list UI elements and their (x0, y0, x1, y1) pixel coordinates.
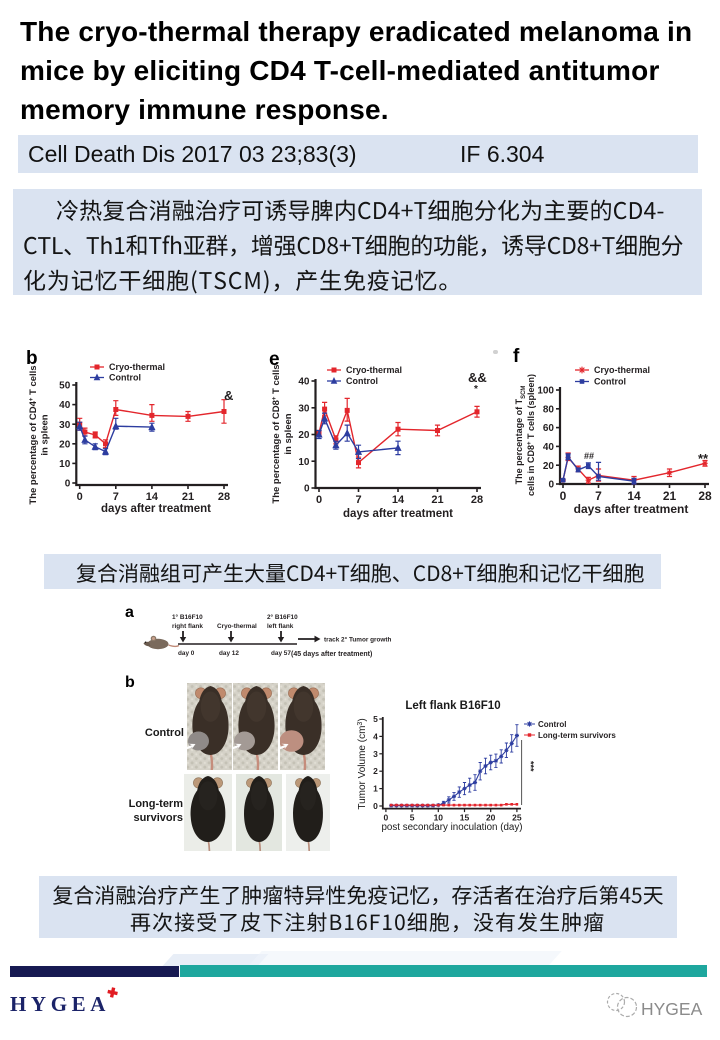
svg-text:day 0: day 0 (178, 650, 195, 657)
svg-text:days after treatment: days after treatment (101, 503, 211, 515)
svg-text:post secondary inoculation (da: post secondary inoculation (day) (381, 822, 522, 833)
svg-text:14: 14 (627, 489, 641, 503)
svg-text:7: 7 (595, 489, 602, 503)
svg-text:Cryo-thermal: Cryo-thermal (217, 623, 257, 630)
svg-text:0: 0 (65, 479, 71, 490)
svg-text:80: 80 (543, 404, 555, 415)
svg-text:100: 100 (537, 386, 554, 397)
svg-text:Long-term survivors: Long-term survivors (538, 731, 616, 740)
svg-text:10: 10 (434, 813, 444, 823)
svg-text:28: 28 (471, 494, 483, 506)
svg-text:Control: Control (109, 373, 141, 383)
svg-text:Cryo-thermal: Cryo-thermal (109, 362, 165, 372)
svg-text:left flank: left flank (267, 623, 294, 630)
svg-text:28: 28 (698, 489, 712, 503)
svg-text:25: 25 (512, 813, 522, 823)
svg-text:right flank: right flank (172, 623, 203, 630)
svg-text:##: ## (584, 451, 594, 461)
svg-text:1° B16F10: 1° B16F10 (172, 613, 203, 621)
svg-text:Left flank B16F10: Left flank B16F10 (405, 700, 500, 712)
svg-text:14: 14 (146, 491, 159, 503)
svg-text:**: ** (698, 451, 709, 466)
svg-text:40: 40 (298, 377, 310, 388)
svg-text:0: 0 (384, 813, 389, 823)
svg-text:Tumor Volume (cm3): Tumor Volume (cm3) (357, 718, 369, 809)
svg-text:5: 5 (373, 714, 378, 724)
svg-text:Cryo-thermal: Cryo-thermal (594, 365, 650, 375)
svg-text:Control: Control (145, 727, 184, 739)
svg-text:0: 0 (373, 801, 378, 811)
svg-text:Cryo-thermal: Cryo-thermal (346, 365, 402, 375)
svg-text:0: 0 (560, 489, 567, 503)
svg-text:track 2° Tumor growth: track 2° Tumor growth (324, 636, 392, 644)
svg-text:&: & (224, 388, 233, 403)
svg-text:in spleen: in spleen (283, 413, 294, 454)
svg-text:a: a (125, 604, 134, 621)
svg-text:20: 20 (298, 430, 310, 441)
svg-text:0: 0 (304, 484, 310, 495)
svg-text:Control: Control (346, 376, 378, 386)
svg-text:28: 28 (218, 491, 230, 503)
svg-text:5: 5 (410, 813, 415, 823)
svg-text:50: 50 (59, 381, 71, 392)
svg-text:The percentage of CD4+ T cells: The percentage of CD4+ T cells (28, 365, 39, 504)
svg-text:30: 30 (298, 403, 310, 414)
svg-text:e: e (269, 349, 280, 370)
svg-text:40: 40 (59, 400, 71, 411)
svg-text:20: 20 (543, 461, 555, 472)
svg-text:1: 1 (373, 784, 378, 794)
svg-text:2: 2 (373, 766, 378, 776)
svg-text:days after treatment: days after treatment (574, 502, 689, 516)
svg-text:day 57: day 57 (271, 650, 291, 657)
svg-text:15: 15 (460, 813, 470, 823)
svg-text:&&: && (468, 370, 487, 385)
svg-text:***: *** (526, 761, 536, 772)
svg-text:The percentage of CD8+ T cells: The percentage of CD8+ T cells (271, 364, 282, 503)
svg-text:7: 7 (355, 494, 361, 506)
svg-text:3: 3 (373, 749, 378, 759)
svg-text:day 12: day 12 (219, 650, 239, 657)
svg-text:10: 10 (298, 457, 310, 468)
svg-text:0: 0 (316, 494, 322, 506)
svg-text:10: 10 (59, 459, 71, 470)
svg-text:20: 20 (486, 813, 496, 823)
svg-text:survivors: survivors (133, 812, 183, 824)
svg-text:Control: Control (538, 720, 566, 729)
svg-text:21: 21 (182, 491, 194, 503)
svg-text:days after treatment: days after treatment (343, 508, 453, 520)
svg-text:0: 0 (77, 491, 83, 503)
svg-text:HYGEA: HYGEA (641, 999, 703, 1019)
svg-text:f: f (513, 346, 520, 367)
svg-text:cells in CD8+ T cells (spleen): cells in CD8+ T cells (spleen) (526, 374, 536, 496)
svg-text:4: 4 (373, 731, 378, 741)
svg-text:20: 20 (59, 439, 71, 450)
svg-text:60: 60 (543, 423, 555, 434)
svg-text:Long-term: Long-term (129, 798, 184, 810)
svg-text:0: 0 (548, 480, 554, 491)
svg-text:(45 days after treatment): (45 days after treatment) (291, 651, 372, 658)
svg-text:21: 21 (663, 489, 677, 503)
svg-text:7: 7 (113, 491, 119, 503)
svg-text:14: 14 (392, 494, 405, 506)
svg-text:40: 40 (543, 442, 555, 453)
svg-text:Control: Control (594, 377, 626, 387)
svg-text:2° B16F10: 2° B16F10 (267, 613, 298, 621)
svg-text:in spleen: in spleen (40, 414, 51, 455)
svg-text:The percentage of TSCM: The percentage of TSCM (514, 386, 527, 485)
svg-text:b: b (26, 348, 38, 369)
svg-text:b: b (125, 674, 135, 691)
svg-text:30: 30 (59, 420, 71, 431)
svg-text:*: * (474, 384, 478, 395)
svg-text:21: 21 (431, 494, 443, 506)
